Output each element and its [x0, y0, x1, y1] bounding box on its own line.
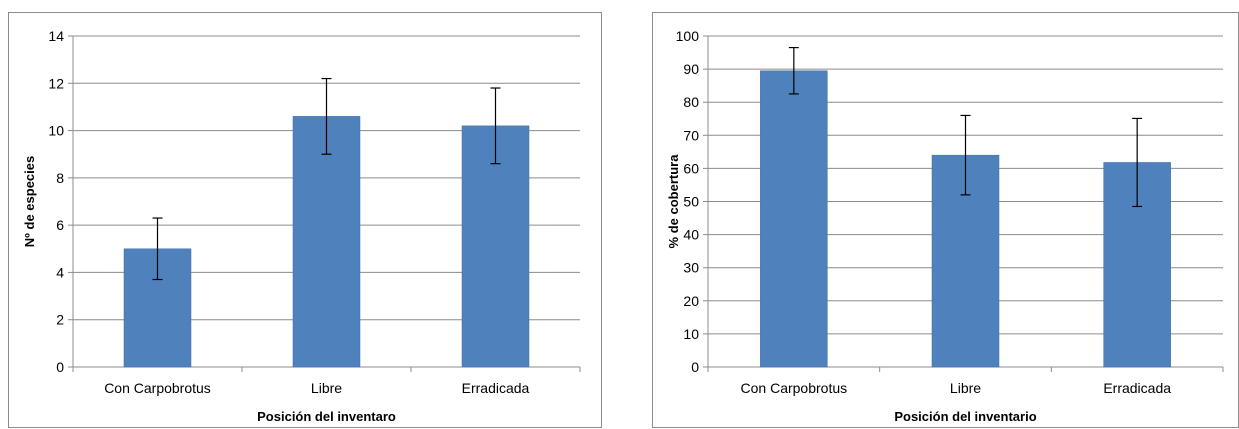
x-category-label: Erradicada — [462, 380, 530, 396]
y-tick-label: 0 — [56, 359, 64, 375]
cover-percentage-chart: 0 10 20 30 40 50 60 70 80 90 100 Con Carpobrotus Lib… — [652, 12, 1239, 428]
y-tick-label: 6 — [56, 217, 64, 233]
y-axis-title: Nº de especies — [22, 156, 37, 247]
y-tick-label: 4 — [56, 264, 64, 280]
y-tick-label: 2 — [56, 312, 64, 328]
y-tick-label: 14 — [48, 28, 64, 44]
y-tick-label: 8 — [56, 170, 64, 186]
y-tick-label: 40 — [683, 227, 699, 243]
x-axis-title: Posición del inventario — [894, 409, 1036, 424]
cover-percentage-chart-svg: 0 10 20 30 40 50 60 70 80 90 100 Con Carpobrotus Lib… — [666, 28, 1224, 424]
y-tick-label: 80 — [683, 94, 699, 110]
y-tick-label: 10 — [48, 123, 64, 139]
y-tick-label: 90 — [683, 61, 699, 77]
y-tick-label: 20 — [683, 293, 699, 309]
y-tick-label: 60 — [683, 160, 699, 176]
bar-1 — [760, 70, 828, 368]
x-category-label: Libre — [950, 380, 981, 396]
y-axis-title: % de cobertura — [666, 154, 681, 249]
y-tick-label: 12 — [48, 75, 64, 91]
species-count-chart: 0 2 4 6 8 10 12 14 Con Carpobrotus Libre Erradicad… — [8, 12, 602, 428]
species-count-chart-svg: 0 2 4 6 8 10 12 14 Con Carpobrotus Libre Erradicad… — [22, 28, 581, 424]
y-tick-label: 10 — [683, 326, 699, 342]
x-category-label: Con Carpobrotus — [104, 380, 211, 396]
x-category-label: Con Carpobrotus — [741, 380, 848, 396]
bar-2 — [292, 116, 361, 368]
y-tick-label: 50 — [683, 194, 699, 210]
y-tick-label: 100 — [676, 28, 700, 44]
x-axis-title: Posición del inventaro — [257, 409, 396, 424]
x-category-label: Erradicada — [1103, 380, 1171, 396]
y-tick-label: 70 — [683, 127, 699, 143]
bar-3 — [461, 125, 530, 368]
y-tick-label: 30 — [683, 260, 699, 276]
y-tick-label: 0 — [691, 359, 699, 375]
bar-1 — [123, 248, 192, 368]
x-category-label: Libre — [311, 380, 342, 396]
